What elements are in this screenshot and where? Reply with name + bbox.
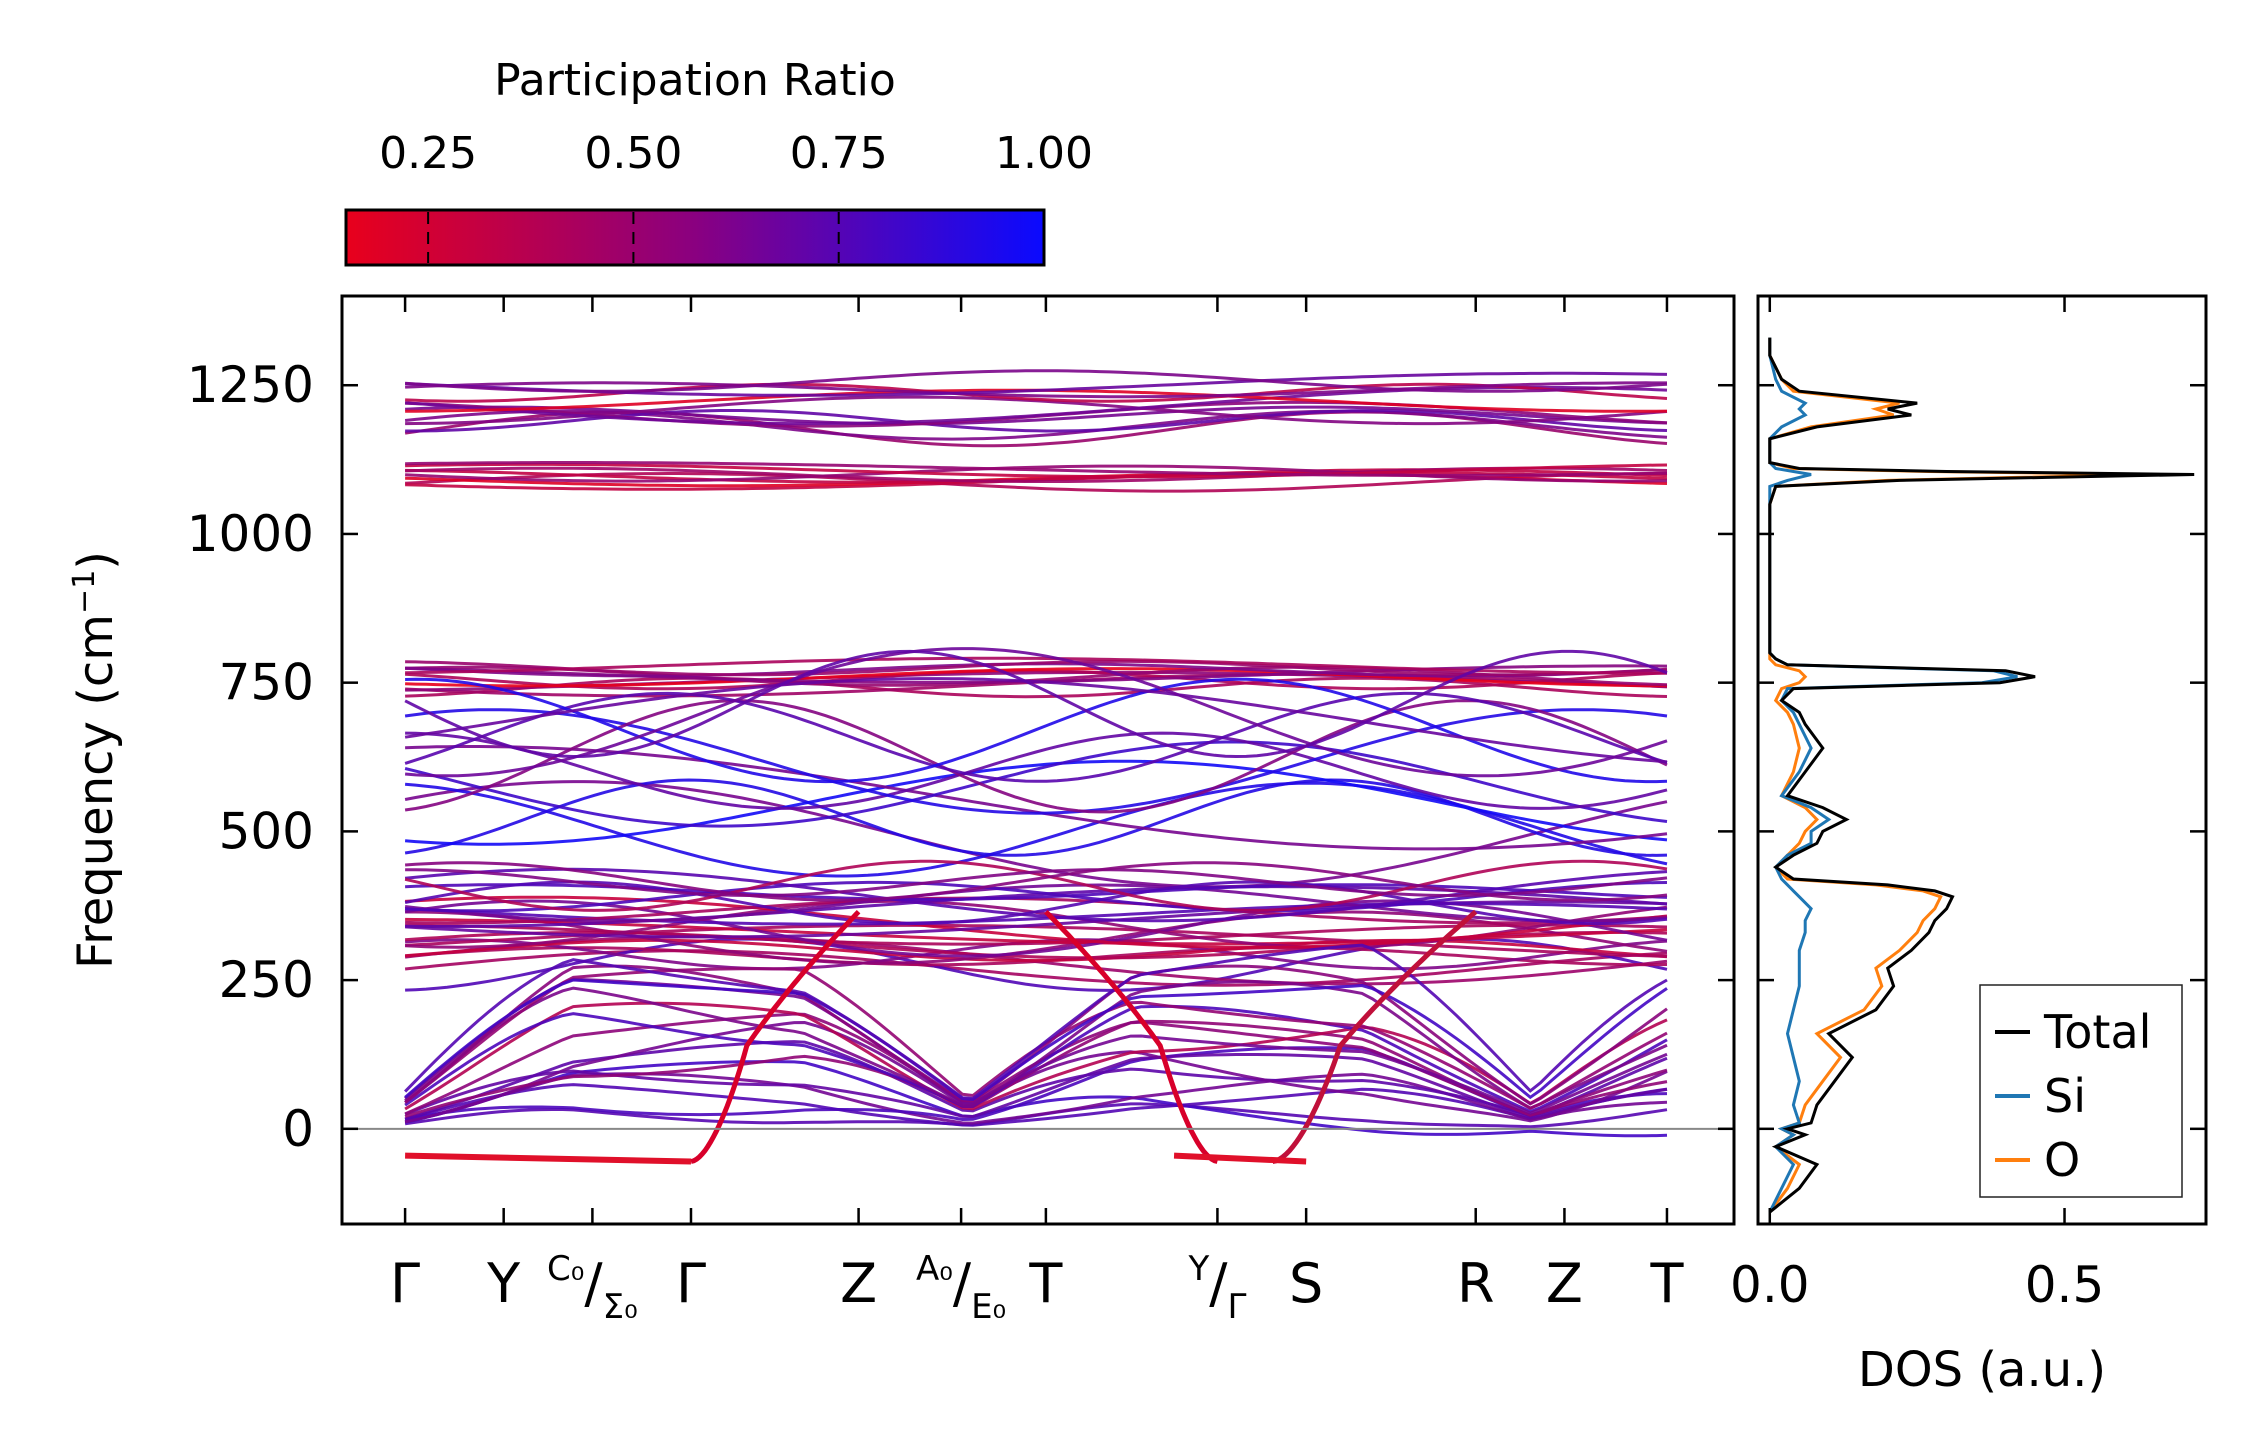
legend-label: O <box>2044 1133 2080 1187</box>
dos-curve-total <box>1768 337 2195 1214</box>
dos-x-axis-label: DOS (a.u.) <box>1858 1342 2106 1398</box>
phonon-band <box>405 369 1668 393</box>
phonon-band <box>405 656 1667 675</box>
phonon-band <box>405 461 1668 477</box>
x-tick-label: C₀/Σ₀ <box>547 1249 638 1327</box>
phonon-band <box>404 980 1668 1110</box>
x-tick-label: T <box>1028 1252 1063 1315</box>
phonon-band <box>404 861 1668 902</box>
acoustic-branch <box>690 909 861 1164</box>
phonon-band <box>404 647 1668 778</box>
imaginary-mode <box>1173 1152 1307 1165</box>
acoustic-branch <box>1272 909 1478 1164</box>
phonon-band <box>404 691 1668 783</box>
phonon-band <box>404 385 1668 426</box>
dos-plot-frame <box>1756 294 2208 1226</box>
colorbar-tick-label: 0.75 <box>790 128 888 179</box>
colorbar-ticks <box>427 212 840 263</box>
y-tick-label: 0 <box>282 1100 314 1158</box>
colorbar-label: Participation Ratio <box>494 55 896 106</box>
phonon-band <box>404 978 1668 1101</box>
x-tick-label: Z <box>840 1252 877 1315</box>
phonon-band <box>404 949 1668 987</box>
phonon-band <box>404 780 1668 889</box>
phonon-band <box>404 708 1668 815</box>
phonon-band <box>404 1083 1668 1127</box>
colorbar <box>344 208 1046 267</box>
dos-curves <box>1768 337 2195 1214</box>
x-tick-label: Z <box>1546 1252 1583 1315</box>
dos-ticks: 0.0 0.5 <box>1730 296 2206 1314</box>
y-tick-label: 500 <box>219 802 314 860</box>
x-tick-label: Y/Γ <box>1187 1249 1246 1327</box>
phonon-band <box>404 943 1668 1100</box>
phonon-band <box>405 896 1668 925</box>
acoustic-branch <box>1044 909 1219 1164</box>
y-tick-label: 250 <box>219 951 314 1009</box>
phonon-band <box>404 1020 1668 1124</box>
colorbar-tick-labels: 0.25 0.50 0.75 1.00 <box>379 128 1093 179</box>
phonon-band <box>405 381 1667 399</box>
x-tick-label: T <box>1649 1252 1684 1315</box>
phonon-band <box>404 759 1668 846</box>
phonon-band <box>405 659 1668 677</box>
band-x-ticks: Γ Y C₀/Σ₀ Γ Z A₀/E₀ T Y/Γ S R Z T <box>390 296 1684 1327</box>
phonon-band <box>405 676 1668 699</box>
phonon-band <box>404 1004 1668 1114</box>
y-tick-label: 1250 <box>187 356 314 414</box>
y-axis-label: Frequency (cm−1) <box>67 551 124 969</box>
x-tick-label: A₀/E₀ <box>916 1249 1006 1327</box>
legend: Total Si O <box>1979 984 2183 1198</box>
phonon-band <box>405 462 1668 479</box>
phonon-band <box>404 699 1668 814</box>
colorbar-tick-label: 0.50 <box>584 128 682 179</box>
phonon-band <box>405 745 1668 851</box>
band-y-ticks: 0 250 500 750 1000 1250 <box>187 356 1734 1158</box>
phonon-band <box>405 472 1667 493</box>
phonon-band <box>405 464 1668 483</box>
phonon-band <box>404 677 1668 764</box>
phonon-band <box>405 868 1668 897</box>
phonon-band <box>404 859 1668 912</box>
phonon-band <box>404 938 1668 962</box>
phonon-band <box>405 677 1668 784</box>
colorbar-tick-label: 1.00 <box>995 128 1093 179</box>
band-plot-frame <box>340 294 1736 1226</box>
y-tick-label: 750 <box>219 654 314 712</box>
phonon-band <box>404 1060 1668 1138</box>
phonon-band <box>405 731 1668 810</box>
x-tick-label: R <box>1457 1252 1495 1315</box>
x-tick-label: Y <box>486 1252 521 1315</box>
x-tick-label: Γ <box>676 1252 706 1315</box>
colorbar-tick-label: 0.25 <box>379 128 477 179</box>
y-tick-label: 1000 <box>187 505 314 563</box>
phonon-band <box>404 781 1668 878</box>
band-structure-lines <box>404 369 1668 1165</box>
x-tick-label: Γ <box>390 1252 420 1315</box>
phonon-band <box>405 405 1668 426</box>
legend-label: Si <box>2044 1069 2086 1123</box>
dos-x-tick-label: 0.0 <box>1730 1256 1810 1314</box>
legend-label: Total <box>2043 1005 2151 1059</box>
phonon-band <box>405 880 1668 913</box>
phonon-band <box>404 778 1668 857</box>
phonon-band <box>404 649 1668 759</box>
x-tick-label: S <box>1289 1252 1323 1315</box>
phonon-band <box>404 883 1668 923</box>
phonon-band <box>404 880 1668 925</box>
phonon-band <box>405 902 1668 926</box>
dos-x-tick-label: 0.5 <box>2025 1256 2105 1314</box>
phonon-band <box>405 895 1668 949</box>
imaginary-mode <box>405 1152 692 1165</box>
